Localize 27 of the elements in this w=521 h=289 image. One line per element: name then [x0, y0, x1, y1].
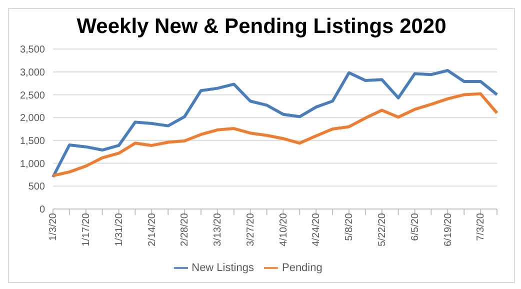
legend-label: Pending [282, 262, 322, 274]
x-tick-label: 7/3/20 [476, 212, 487, 241]
y-tick-label: 1,000 [20, 158, 46, 170]
line-series [52, 92, 498, 178]
x-tick-label: 1/17/20 [80, 212, 92, 246]
x-tick-label: 5/22/20 [376, 212, 388, 246]
x-tick-label: 5/8/20 [344, 212, 356, 241]
x-tick-label: 1/31/20 [114, 212, 125, 246]
x-tick-label: 4/10/20 [278, 212, 290, 246]
y-tick-label: 3,500 [20, 44, 46, 56]
x-tick-label: 3/13/20 [212, 212, 224, 246]
x-tick-label: 2/28/20 [180, 212, 191, 246]
y-tick-label: 0 [39, 204, 46, 216]
y-tick-label: 3,000 [20, 67, 46, 78]
y-tick-label: 500 [28, 182, 46, 193]
x-tick-label: 6/5/20 [410, 212, 421, 241]
x-tick-label: 2/14/20 [146, 212, 158, 246]
x-tick-label: 3/27/20 [245, 212, 256, 246]
line-series [52, 68, 498, 178]
y-tick-label: 2,000 [20, 113, 46, 124]
chart-title: Weekly New & Pending Listings 2020 [76, 14, 448, 40]
legend-label: New Listings [192, 262, 254, 274]
y-tick-label: 2,500 [20, 90, 46, 102]
x-tick-label: 4/24/20 [311, 212, 322, 246]
x-tick-label: 6/19/20 [442, 212, 454, 246]
y-tick-label: 1,500 [20, 136, 46, 147]
x-tick-label: 1/3/20 [48, 212, 60, 241]
